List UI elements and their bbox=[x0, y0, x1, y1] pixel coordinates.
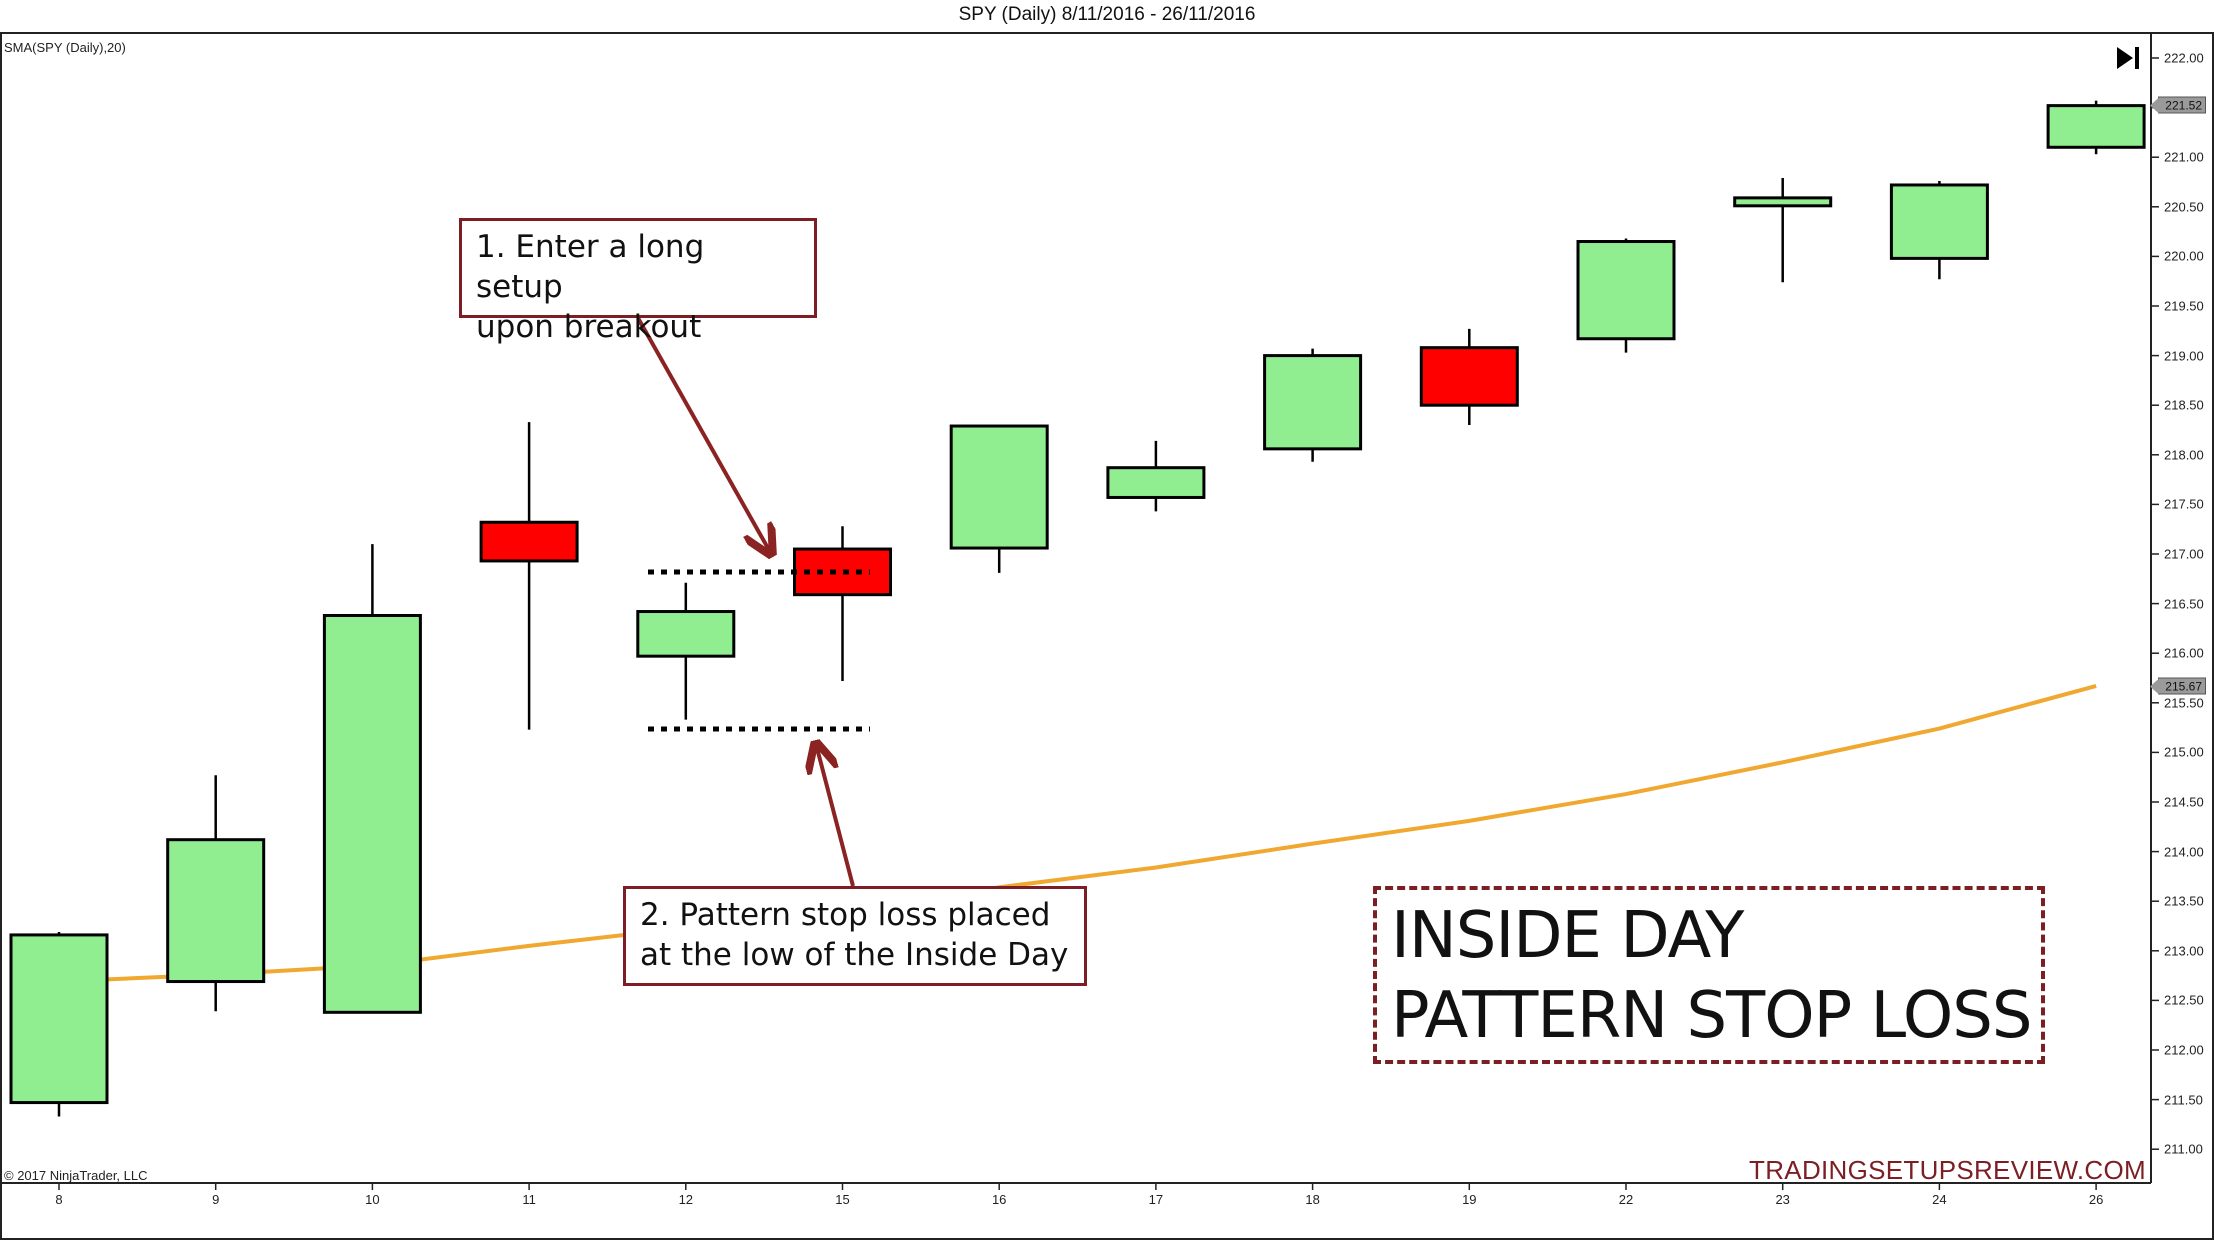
date-tick-label: 8 bbox=[55, 1192, 63, 1207]
annotation-entry-line2: upon breakout bbox=[476, 309, 702, 345]
candle bbox=[1889, 181, 1989, 280]
annotation-entry: 1. Enter a long setup upon breakout bbox=[459, 218, 817, 345]
candle bbox=[479, 422, 579, 730]
price-tick-label: 212.00 bbox=[2164, 1042, 2204, 1058]
headline-box: INSIDE DAY PATTERN STOP LOSS bbox=[1373, 886, 2045, 1064]
date-tick-label: 19 bbox=[1462, 1192, 1477, 1207]
date-tick-label: 12 bbox=[678, 1192, 694, 1207]
candle bbox=[949, 424, 1049, 573]
scroll-to-end-button[interactable] bbox=[2114, 44, 2142, 72]
time-axis-ticks bbox=[58, 1183, 2097, 1190]
price-tick-label: 213.50 bbox=[2164, 893, 2204, 909]
arrow-to-breakout bbox=[636, 317, 769, 550]
candle bbox=[636, 582, 736, 720]
price-tick-label: 219.00 bbox=[2164, 348, 2204, 364]
price-axis-ticks bbox=[2151, 57, 2159, 1150]
price-tick-label: 218.00 bbox=[2164, 447, 2204, 463]
annotation-stop-loss: 2. Pattern stop loss placed at the low o… bbox=[623, 886, 1087, 986]
date-tick-label: 26 bbox=[2088, 1192, 2104, 1207]
price-tick-label: 216.00 bbox=[2164, 645, 2204, 661]
date-tick-label: 16 bbox=[991, 1192, 1007, 1207]
date-tick-label: 11 bbox=[522, 1192, 536, 1207]
price-tick-label: 211.50 bbox=[2164, 1092, 2203, 1108]
skip-to-end-icon bbox=[2117, 47, 2139, 69]
price-tick-label: 214.50 bbox=[2164, 794, 2204, 810]
price-tick-label: 222.00 bbox=[2164, 50, 2204, 66]
price-tick-label: 211.00 bbox=[2164, 1141, 2203, 1157]
last-price-flag: 221.52 bbox=[2150, 96, 2206, 114]
date-tick-label: 24 bbox=[1932, 1192, 1947, 1207]
price-tick-label: 216.50 bbox=[2164, 596, 2204, 612]
price-tick-label: 217.00 bbox=[2164, 546, 2204, 562]
headline-line1: INSIDE DAY bbox=[1391, 899, 1744, 973]
date-tick-label: 18 bbox=[1305, 1192, 1320, 1207]
candle bbox=[1263, 348, 1363, 462]
arrow-to-stop-loss bbox=[817, 748, 855, 887]
price-tick-label: 220.00 bbox=[2164, 248, 2204, 264]
price-tick-label: 213.00 bbox=[2164, 943, 2204, 959]
chart-title: SPY (Daily) 8/11/2016 - 26/11/2016 bbox=[958, 4, 1256, 25]
chart-frame bbox=[0, 32, 2214, 1240]
candles bbox=[9, 100, 2146, 1117]
candle bbox=[1419, 328, 1519, 426]
price-tick-label: 218.50 bbox=[2164, 397, 2204, 413]
candle bbox=[1733, 178, 1833, 283]
price-tick-label: 217.50 bbox=[2164, 496, 2204, 512]
indicator-label: SMA(SPY (Daily),20) bbox=[4, 40, 126, 55]
price-tick-label: 221.00 bbox=[2164, 149, 2204, 165]
price-tick-label: 219.50 bbox=[2164, 298, 2204, 314]
candle bbox=[1106, 440, 1206, 512]
price-tick-label: 220.50 bbox=[2164, 199, 2204, 215]
date-tick-label: 23 bbox=[1775, 1192, 1790, 1207]
annotation-stop-loss-line2: at the low of the Inside Day bbox=[640, 937, 1069, 973]
date-tick-label: 22 bbox=[1618, 1192, 1634, 1207]
annotation-stop-loss-line1: 2. Pattern stop loss placed bbox=[640, 897, 1051, 933]
candle bbox=[1576, 238, 1676, 353]
candle bbox=[166, 775, 266, 1012]
headline-line2: PATTERN STOP LOSS bbox=[1391, 979, 2033, 1053]
candle bbox=[9, 931, 109, 1117]
watermark: TRADINGSETUPSREVIEW.COM bbox=[1749, 1155, 2146, 1185]
date-tick-label: 9 bbox=[212, 1192, 220, 1207]
date-tick-label: 17 bbox=[1148, 1192, 1164, 1207]
candle bbox=[322, 544, 422, 1014]
date-tick-label: 10 bbox=[365, 1192, 380, 1207]
price-tick-label: 212.50 bbox=[2164, 992, 2204, 1008]
annotation-entry-line1: 1. Enter a long setup bbox=[476, 229, 705, 305]
date-tick-label: 15 bbox=[835, 1192, 850, 1207]
candle bbox=[2046, 100, 2146, 155]
candle bbox=[793, 526, 892, 681]
price-tick-label: 214.00 bbox=[2164, 844, 2204, 860]
copyright-text: © 2017 NinjaTrader, LLC bbox=[4, 1168, 148, 1183]
sma-price-flag: 215.67 bbox=[2150, 677, 2206, 695]
price-tick-label: 215.50 bbox=[2164, 695, 2204, 711]
price-tick-label: 215.00 bbox=[2164, 744, 2204, 760]
